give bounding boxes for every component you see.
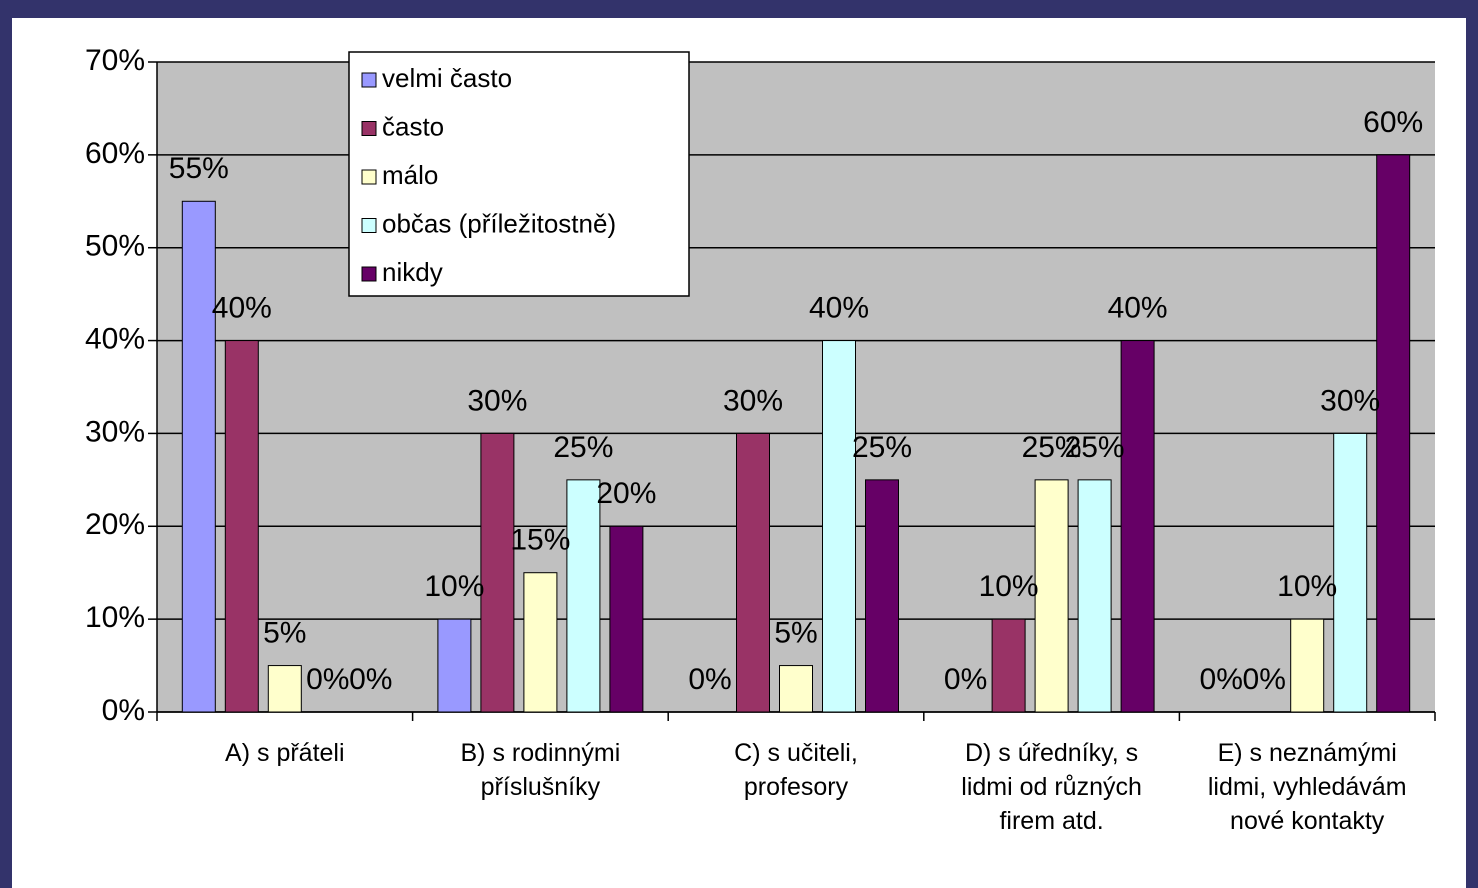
data-label: 0%: [1243, 663, 1286, 696]
x-tick-label: D) s úředníky, s lidmi od různých firem …: [961, 739, 1142, 835]
x-tick-label: C) s učiteli, profesory: [734, 739, 858, 801]
bar: [1120, 340, 1155, 713]
data-label: 25%: [1065, 431, 1125, 464]
data-label: 5%: [263, 616, 306, 649]
y-tick-label: 50%: [85, 230, 145, 263]
data-label: 20%: [596, 477, 656, 510]
data-label: 60%: [1363, 106, 1423, 139]
bar: [480, 432, 515, 713]
bar: [1077, 479, 1112, 713]
data-label: 40%: [1108, 291, 1168, 324]
y-tick-label: 0%: [102, 694, 145, 727]
bar: [736, 432, 770, 713]
bar: [822, 340, 856, 713]
data-label: 30%: [1320, 384, 1380, 417]
data-label: 40%: [809, 291, 869, 324]
legend-swatch: [361, 72, 377, 88]
bar: [566, 479, 601, 713]
y-tick-label: 30%: [85, 415, 145, 448]
data-label: 10%: [1277, 570, 1337, 603]
bar: [267, 665, 302, 713]
data-label: 25%: [553, 431, 613, 464]
legend-swatch: [361, 266, 377, 282]
data-label: 15%: [510, 524, 570, 557]
y-tick-label: 20%: [85, 508, 145, 541]
data-label: 30%: [467, 384, 527, 417]
bar: [1333, 432, 1368, 713]
bar: [779, 665, 813, 713]
data-label: 0%: [944, 663, 987, 696]
bar: [1034, 479, 1069, 713]
data-label: 5%: [774, 616, 817, 649]
data-label: 10%: [424, 570, 484, 603]
bar: [865, 479, 899, 713]
bar: [991, 618, 1026, 713]
data-label: 25%: [852, 431, 912, 464]
y-tick-label: 60%: [85, 137, 145, 170]
data-label: 30%: [723, 384, 783, 417]
bar: [181, 200, 216, 713]
legend-swatch: [361, 121, 377, 136]
legend-swatch: [361, 169, 377, 185]
y-tick-label: 10%: [85, 601, 145, 634]
legend-label: málo: [382, 160, 438, 190]
legend-label: často: [382, 111, 444, 141]
legend: [348, 51, 690, 297]
bar: [1376, 154, 1411, 713]
x-tick-label: E) s neznámými lidmi, vyhledávám nové ko…: [1207, 739, 1407, 835]
data-label: 0%: [1200, 663, 1243, 696]
bar: [224, 340, 259, 713]
legend-swatch: [361, 218, 377, 233]
legend-label: nikdy: [382, 257, 443, 287]
data-label: 55%: [169, 152, 229, 185]
data-label: 0%: [306, 663, 349, 696]
bar: [1290, 618, 1325, 713]
x-tick-label: B) s rodinnými příslušníky: [460, 739, 621, 801]
data-label: 40%: [212, 291, 272, 324]
bar: [609, 525, 644, 713]
bar: [437, 618, 472, 713]
bar: [523, 572, 558, 713]
data-label: 0%: [688, 663, 731, 696]
y-tick-label: 70%: [85, 44, 145, 77]
data-label: 25%: [1022, 431, 1082, 464]
data-label: 0%: [349, 663, 392, 696]
legend-label: velmi často: [382, 63, 512, 93]
legend-label: občas (příležitostně): [382, 208, 616, 238]
y-tick-label: 40%: [85, 322, 145, 355]
data-label: 10%: [979, 570, 1039, 603]
x-tick-label: A) s přáteli: [225, 739, 345, 767]
